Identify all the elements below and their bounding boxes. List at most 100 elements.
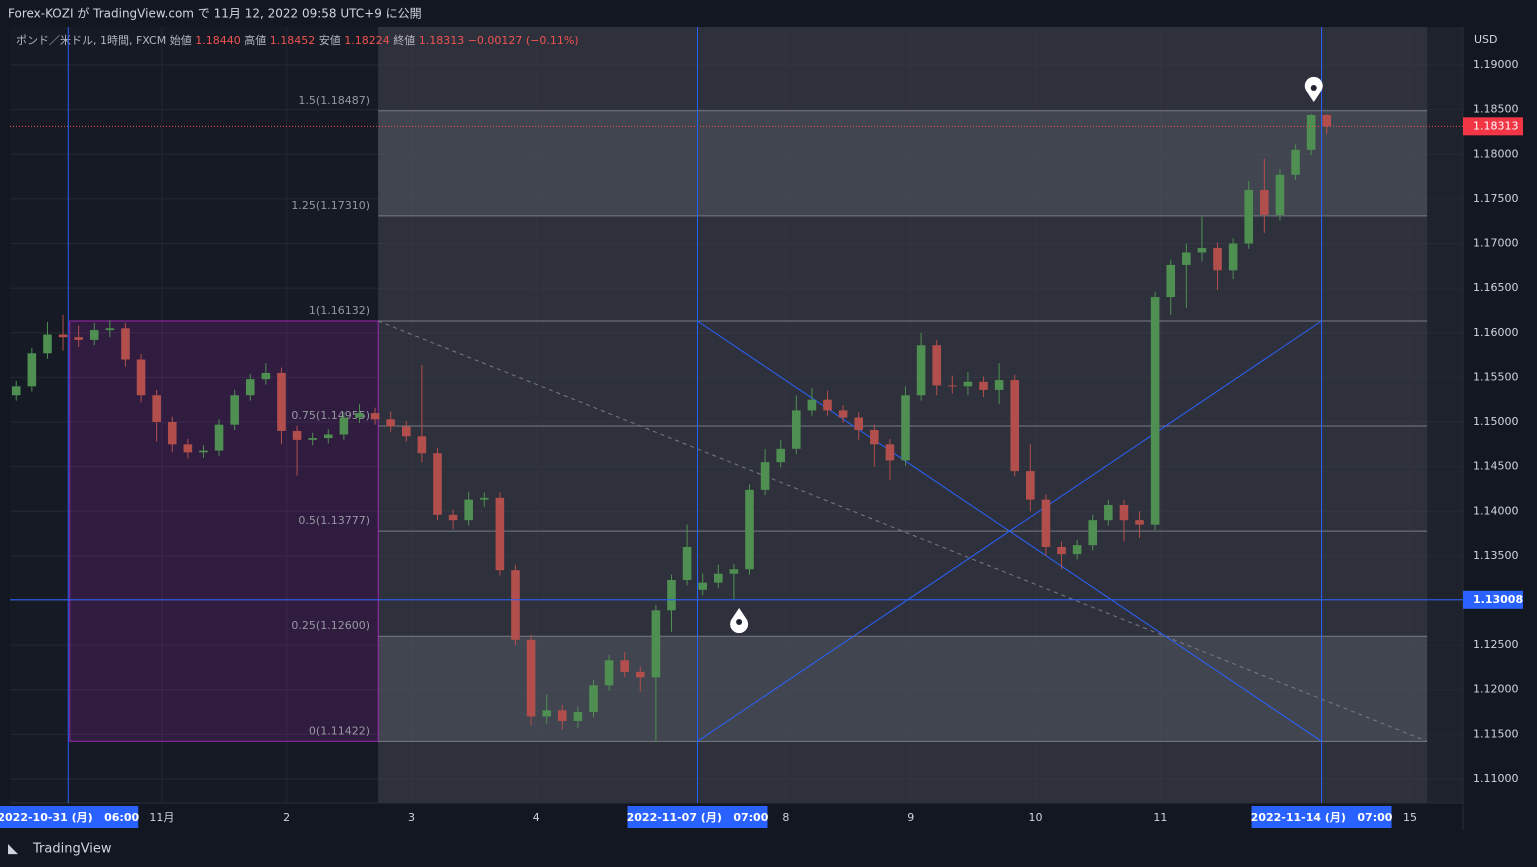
y-tick-label: 1.15000 — [1473, 415, 1519, 428]
candle-body — [604, 660, 614, 686]
y-tick-label: 1.12500 — [1473, 638, 1519, 651]
legend-item: 1.18452 — [270, 34, 316, 47]
h-line-label: 1.13008 — [1473, 593, 1523, 606]
candle-body — [1322, 114, 1332, 127]
candle-body — [245, 379, 255, 396]
candle-body — [355, 413, 364, 418]
time-marker-label: 2022-10-31 (月) 06:00 — [0, 811, 139, 824]
candle-body — [323, 434, 333, 439]
candle-body — [542, 710, 551, 717]
x-tick-label: 10 — [1029, 811, 1043, 824]
x-tick-label: 2 — [283, 811, 290, 824]
fib-label: 0(1.11422) — [309, 724, 370, 737]
y-tick-label: 1.14000 — [1473, 504, 1519, 517]
legend-item: 終値 — [393, 33, 415, 47]
candle-body — [386, 419, 395, 427]
y-tick-label: 1.18000 — [1473, 147, 1519, 160]
y-tick-label: 1.17000 — [1473, 237, 1519, 250]
candle-body — [1088, 520, 1098, 546]
candle-body — [417, 436, 427, 454]
candle-body — [885, 444, 895, 461]
candle-body — [152, 395, 161, 423]
fib-band — [378, 636, 1428, 742]
candle-body — [1057, 546, 1066, 555]
candle-body — [89, 330, 99, 340]
candle-body — [682, 546, 692, 580]
candle-body — [433, 453, 442, 515]
x-tick-label: 3 — [408, 811, 415, 824]
candle-body — [1026, 471, 1035, 500]
candle-body — [479, 497, 489, 500]
candle-body — [1244, 189, 1254, 244]
y-tick-label: 1.12000 — [1473, 683, 1519, 696]
candle-body — [308, 438, 317, 440]
legend-item: 1.18440 — [195, 34, 241, 47]
candle-body — [277, 372, 286, 431]
y-tick-label: 1.18500 — [1473, 103, 1519, 116]
candle-body — [230, 395, 239, 425]
candle-body — [526, 639, 536, 717]
candle-body — [932, 345, 942, 386]
candle-body — [58, 334, 68, 338]
time-marker-tag — [0, 806, 139, 828]
y-unit: USD — [1474, 33, 1498, 46]
candle-body — [1291, 149, 1300, 175]
candle-body — [261, 372, 271, 380]
candle-body — [870, 430, 879, 445]
candle-body — [401, 426, 411, 437]
pin-marker — [1304, 76, 1323, 102]
time-marker-label: 2022-11-07 (月) 07:00 — [627, 811, 769, 824]
x-tick-label: 8 — [782, 811, 789, 824]
candle-body — [1197, 247, 1207, 253]
candle-body — [916, 345, 926, 396]
candle-body — [1260, 189, 1269, 215]
candle-body — [292, 430, 302, 440]
candle-body — [167, 422, 177, 445]
h-line-tag — [1463, 590, 1523, 609]
y-tick-label: 1.11500 — [1473, 727, 1519, 740]
fib-label: 0.5(1.13777) — [298, 514, 370, 527]
last-price-tag — [1463, 117, 1523, 136]
brand: ◣ — [8, 842, 18, 857]
brand-name: TradingView — [32, 842, 112, 857]
candle-body — [792, 410, 801, 449]
x-tick-label: 15 — [1403, 811, 1417, 824]
candle-body — [1135, 520, 1144, 525]
y-tick-label: 1.19000 — [1473, 58, 1519, 71]
candle-body — [136, 359, 146, 396]
fib-band-below — [378, 741, 1428, 803]
candle-body — [823, 399, 832, 411]
candle-body — [199, 450, 208, 453]
time-marker-tag — [1251, 806, 1392, 828]
candle-body — [994, 380, 1004, 390]
legend-item: 高値 — [244, 33, 266, 47]
x-tick-label: 4 — [533, 811, 540, 824]
gann-line — [697, 320, 1322, 742]
y-tick-label: 1.13500 — [1473, 549, 1519, 562]
candle-body — [807, 399, 817, 411]
candle-body — [776, 448, 785, 463]
candle-body — [1213, 247, 1222, 271]
pin-hole — [736, 619, 743, 625]
legend: ポンド／米ドル, 1時間, FXCM 始値 1.18440 高値 1.18452… — [16, 33, 579, 47]
pin-marker — [730, 608, 749, 634]
pin-hole — [1310, 85, 1317, 91]
candle-body — [745, 489, 754, 570]
candle-body — [43, 334, 52, 354]
candle-body — [339, 417, 349, 435]
candle-body — [495, 497, 505, 571]
candle-body — [1104, 505, 1113, 521]
candle-body — [557, 710, 567, 721]
candle-body — [589, 685, 598, 713]
fib-label: 1.5(1.18487) — [298, 94, 370, 107]
candle-body — [105, 328, 115, 331]
candle-body — [698, 582, 707, 590]
candle-body — [121, 328, 130, 360]
candle-body — [1010, 380, 1020, 472]
candle-body — [464, 499, 473, 521]
fib-band — [378, 215, 1428, 321]
legend-item: 安値 — [319, 33, 341, 47]
y-tick-label: 1.15500 — [1473, 370, 1519, 383]
legend-item: 1.18313 — [419, 34, 465, 47]
